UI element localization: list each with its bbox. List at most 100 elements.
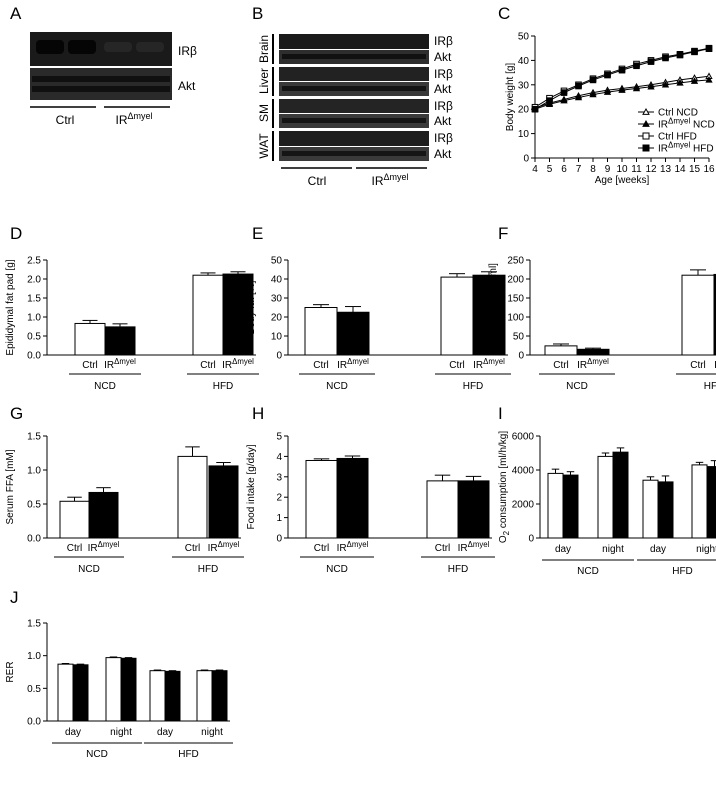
bar — [304, 307, 338, 356]
blot-row-label: IRβ — [434, 34, 453, 48]
blot-band — [68, 40, 96, 54]
tissue-label: Brain — [257, 35, 271, 63]
group-label: HFD — [213, 381, 234, 392]
x-tick-label: 11 — [631, 164, 642, 175]
bar — [208, 465, 239, 539]
bar — [149, 670, 166, 722]
blot-band — [32, 86, 170, 92]
panel-d-letter: D — [10, 224, 22, 243]
label-base: IR — [577, 360, 587, 371]
tissue-label: SM — [257, 104, 271, 122]
y-tick-label: 20 — [518, 105, 530, 116]
y-tick-label: 1 — [276, 513, 282, 524]
category-label: Ctrl — [690, 360, 706, 371]
category-label: IRΔmyel — [714, 357, 716, 371]
category-label: Ctrl — [200, 360, 216, 371]
group-label: NCD — [326, 381, 348, 392]
label-sup: Δmyel — [114, 357, 136, 366]
bar — [713, 273, 716, 356]
x-tick-label: 15 — [689, 164, 701, 175]
x-tick-label: 14 — [674, 164, 686, 175]
y-axis-title: Body fat [%] — [246, 280, 257, 334]
y-tick-label: 50 — [513, 332, 525, 343]
group-label: HFD — [448, 564, 469, 575]
category-label: day — [650, 544, 666, 555]
data-point — [705, 45, 713, 52]
y-tick-label: 0 — [276, 351, 282, 362]
x-tick-label: 9 — [605, 164, 611, 175]
bar — [105, 657, 122, 722]
bar — [642, 479, 659, 539]
label-base: IR — [88, 543, 98, 554]
blot-group-label: IRΔmyel — [115, 111, 152, 127]
data-point — [691, 48, 698, 56]
bar — [576, 348, 610, 356]
label-rest: HFD — [690, 144, 713, 155]
x-tick-label: 6 — [561, 164, 567, 175]
category-label: day — [65, 727, 81, 738]
bar — [120, 657, 137, 722]
data-point — [545, 100, 554, 108]
category-label: night — [696, 544, 716, 555]
bar — [457, 480, 490, 539]
blot-sm — [279, 99, 429, 128]
category-label: IRΔmyel — [337, 357, 369, 371]
y-tick-label: 2000 — [512, 500, 535, 511]
category-label: IRΔmyel — [104, 357, 136, 371]
blot-row-label: IRβ — [434, 131, 453, 145]
label-base: IR — [222, 360, 232, 371]
bar — [57, 663, 74, 722]
blot-row-label: Akt — [434, 147, 452, 161]
category-label: Ctrl — [185, 543, 201, 554]
data-point — [575, 82, 582, 90]
y-tick-label: 1.5 — [27, 619, 41, 630]
y-axis-title: O2 consumption [ml/h/kg] — [498, 431, 511, 544]
data-point — [603, 88, 612, 95]
category-label: Ctrl — [553, 360, 569, 371]
data-point — [531, 105, 539, 113]
y-tick-label: 3 — [276, 472, 282, 483]
bar — [547, 472, 564, 539]
blot-liver — [279, 67, 429, 96]
label-sup: Δmyel — [483, 357, 505, 366]
label-sup: Δmyel — [668, 141, 690, 150]
bar — [177, 455, 208, 539]
category-label: Ctrl — [313, 360, 329, 371]
bar — [426, 480, 459, 539]
y-tick-label: 4000 — [512, 466, 535, 477]
label-sup: Δmyel — [587, 357, 609, 366]
y-tick-label: 1.0 — [27, 466, 41, 477]
panel-g-letter: G — [10, 404, 23, 423]
data-point — [676, 51, 684, 59]
y-tick-label: 20 — [271, 313, 283, 324]
y-tick-label: 30 — [271, 294, 283, 305]
y-tick-label: 30 — [518, 80, 530, 91]
y-axis-title: Epididymal fat pad [g] — [5, 259, 16, 355]
blot-band — [36, 40, 64, 54]
category-label: day — [555, 544, 571, 555]
bar — [164, 670, 181, 722]
label-sup: Δmyel — [668, 117, 690, 126]
category-label: Ctrl — [314, 543, 330, 554]
category-label: IRΔmyel — [473, 357, 505, 371]
category-label: IRΔmyel — [88, 540, 120, 554]
y-tick-label: 1.0 — [27, 313, 41, 324]
label-rest: NCD — [690, 120, 714, 131]
data-point — [661, 80, 670, 88]
blot-row-label: IRβ — [434, 67, 453, 81]
category-label: night — [110, 727, 132, 738]
y-tick-label: 2 — [276, 493, 282, 504]
y-tick-label: 0.0 — [27, 717, 41, 728]
bar — [597, 455, 614, 539]
y-tick-label: 0 — [276, 534, 282, 545]
legend-marker — [642, 107, 650, 115]
data-point — [589, 76, 597, 84]
y-axis-title: Serum FFA [mM] — [5, 449, 16, 524]
data-point — [546, 97, 553, 104]
